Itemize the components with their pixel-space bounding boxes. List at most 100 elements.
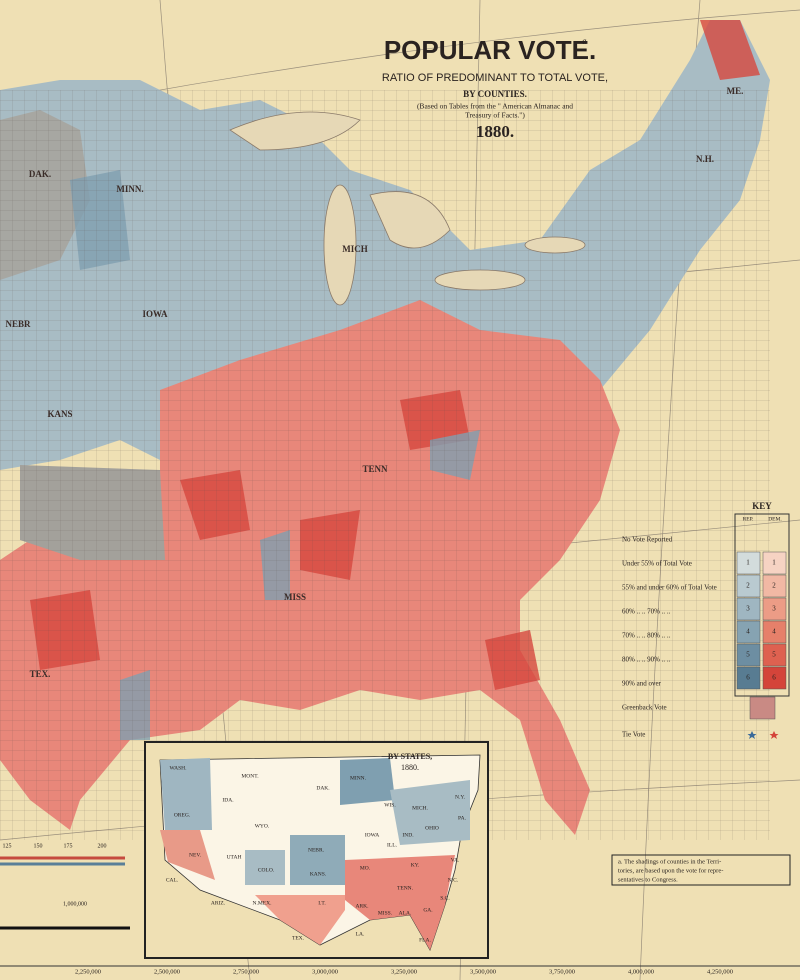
inset-year: 1880.: [401, 763, 419, 772]
greenback-swatch: [749, 696, 776, 720]
note: tories, are based upon the vote for repr…: [618, 867, 723, 874]
key-swatch: [762, 666, 787, 690]
key-column: DEM.: [768, 516, 782, 522]
note: sentatives to Congress.: [618, 876, 678, 883]
inset-state-label: MISS.: [378, 910, 393, 916]
inset-state-label: FLA.: [419, 937, 431, 943]
key-swatch: [762, 597, 787, 621]
key-shade: 6: [746, 674, 750, 682]
inset-state-label: IND.: [402, 832, 414, 838]
key-label: 55% and under 60% of Total Vote: [622, 584, 717, 592]
inset-state-label: DAK.: [316, 785, 330, 791]
source: (Based on Tables from the " American Alm…: [417, 102, 573, 111]
scale-label: 1,000,000: [63, 901, 87, 907]
key-shade: 3: [746, 605, 750, 613]
inset-state-label: KANS.: [310, 871, 327, 877]
inset-state-label: ARIZ.: [211, 900, 226, 906]
scale-label: 200: [98, 843, 107, 849]
scale-label: 2,250,000: [75, 968, 101, 975]
inset-state-label: WASH.: [170, 765, 188, 771]
byline: BY COUNTIES.: [463, 89, 527, 99]
key-shade: 2: [746, 582, 750, 590]
scale-label: 125: [3, 843, 12, 849]
key-swatch: [762, 643, 787, 667]
scale-label: 4,250,000: [707, 968, 733, 975]
inset-state-label: LA.: [356, 931, 365, 937]
great-lakes: [229, 111, 586, 306]
scale-label: 3,250,000: [391, 968, 417, 975]
key-label: Tie Vote: [622, 731, 645, 739]
inset-state-label: IDA.: [222, 797, 234, 803]
key-label: No Vote Reported: [622, 536, 673, 544]
year: 1880.: [476, 122, 514, 141]
inset-state-label: UTAH: [227, 854, 242, 860]
key-label: 70% .. .. 80% .. ..: [622, 632, 671, 640]
tie-star: [747, 731, 757, 739]
state-label: KANS: [47, 409, 72, 419]
source: Treasury of Facts."): [465, 111, 525, 120]
inset-state-label: COLO.: [258, 867, 275, 873]
key-shade: 3: [772, 605, 776, 613]
state-label: MICH: [342, 244, 368, 254]
scale-label: 2,750,000: [233, 968, 259, 975]
key-swatch: [762, 620, 787, 644]
tie-star: [769, 731, 779, 739]
key-shade: 2: [772, 582, 776, 590]
key-shade: 5: [772, 651, 776, 659]
state-label: TEX.: [30, 669, 51, 679]
key-label: Greenback Vote: [622, 704, 667, 712]
key-swatch: [736, 574, 761, 598]
scale-label: 175: [64, 843, 73, 849]
county-lines: [0, 90, 770, 840]
inset-state-label: N.C.: [448, 877, 459, 883]
inset-state-label: MINN.: [350, 775, 367, 781]
key-shade: 4: [746, 628, 750, 636]
inset-state-label: CAL.: [166, 877, 179, 883]
state-label: TENN: [362, 464, 388, 474]
inset-state-label: PA.: [458, 815, 467, 821]
inset-state-label: N.Y.: [455, 794, 466, 800]
key-title: KEY: [752, 501, 772, 511]
key-swatch: [736, 597, 761, 621]
state-label: IOWA: [142, 309, 168, 319]
inset-state-label: TENN.: [397, 885, 414, 891]
state-label: MINN.: [116, 184, 143, 194]
key-label: 80% .. .. 90% .. ..: [622, 656, 671, 664]
inset-state-label: IOWA: [365, 832, 379, 838]
inset-state-label: TEX.: [292, 935, 305, 941]
inset-state-label: ALA.: [399, 910, 412, 916]
key-swatch: [762, 574, 787, 598]
title-footnote-mark: a: [582, 36, 587, 46]
scale-label: 4,000,000: [628, 968, 654, 975]
key-swatch: [736, 643, 761, 667]
inset-state-label: KY.: [411, 862, 420, 868]
key-swatch: [736, 551, 761, 575]
key-label: 90% and over: [622, 680, 662, 688]
note: a. The shadings of counties in the Terri…: [618, 858, 721, 865]
key-shade: 1: [746, 559, 750, 567]
key-frame: [734, 513, 790, 697]
scale-label: 3,500,000: [470, 968, 496, 975]
key-swatch: [736, 620, 761, 644]
inset-state-label: VA.: [451, 857, 460, 863]
inset-state-label: NEBR.: [308, 847, 325, 853]
scale-label: 3,750,000: [549, 968, 575, 975]
inset-state-label: OREG.: [174, 812, 191, 818]
main-map: [0, 20, 770, 840]
inset-state-label: WIS.: [384, 802, 396, 808]
key: KEY REP. DEM. No Vote Reported Under 55% of…: [622, 501, 790, 739]
inset-title: BY STATES,: [388, 752, 432, 761]
key-swatch: [762, 551, 787, 575]
map-labels: DAK. MINN. IOWA NEBR KANS TEX. MISS TENN MICH ME.…: [5, 86, 743, 679]
scale-label: 150: [34, 843, 43, 849]
scale-label: 2,500,000: [154, 968, 180, 975]
scales: 125 150 175 200 1,000,000 2,250,000 2,500,000 2…: [3, 843, 734, 975]
inset-state-label: MONT.: [241, 773, 259, 779]
inset-state-label: I.T.: [318, 900, 326, 906]
state-label: ME.: [727, 86, 744, 96]
state-label: DAK.: [29, 169, 51, 179]
inset-state-label: NEV.: [189, 852, 202, 858]
inset-state-label: GA.: [423, 907, 433, 913]
state-label: N.H.: [696, 154, 714, 164]
